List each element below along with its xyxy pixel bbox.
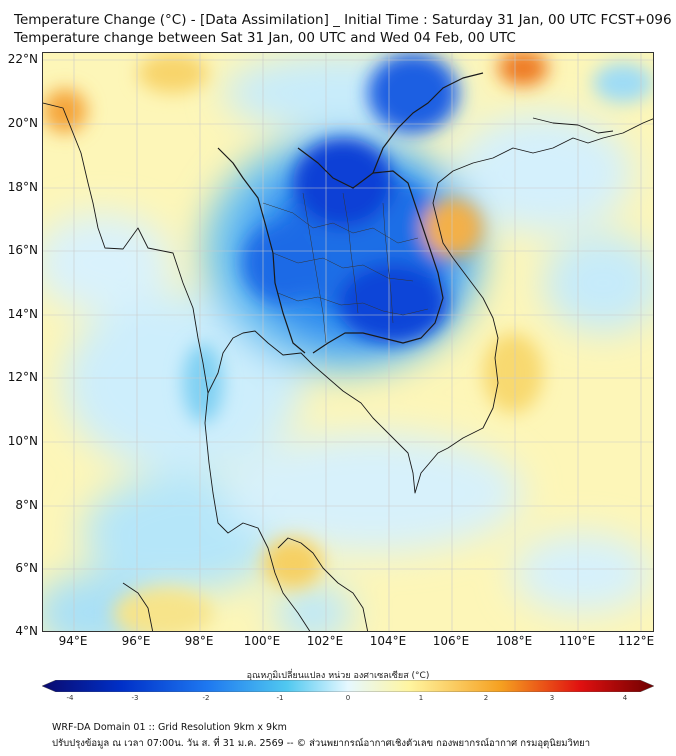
map-subtitle: Temperature change between Sat 31 Jan, 0… bbox=[14, 30, 516, 46]
lon-label-108e: 108°E bbox=[495, 634, 533, 648]
lat-label-20n: 20°N bbox=[7, 116, 38, 130]
colorbar-gradient bbox=[42, 680, 654, 692]
temperature-change-map bbox=[42, 52, 654, 632]
colorbar-tick-minus2: -2 bbox=[202, 694, 210, 702]
lat-label-4n: 4°N bbox=[15, 624, 38, 638]
lat-label-14n: 14°N bbox=[7, 307, 38, 321]
colorbar bbox=[42, 680, 654, 692]
lon-label-94e: 94°E bbox=[58, 634, 88, 648]
lat-label-6n: 6°N bbox=[15, 561, 38, 575]
lon-label-106e: 106°E bbox=[432, 634, 470, 648]
graticule bbox=[43, 53, 653, 631]
colorbar-tick-4: 4 bbox=[622, 694, 628, 702]
lat-label-16n: 16°N bbox=[7, 243, 38, 257]
lat-label-22n: 22°N bbox=[7, 52, 38, 66]
lat-label-18n: 18°N bbox=[7, 180, 38, 194]
province-lines bbox=[262, 192, 429, 344]
lon-label-98e: 98°E bbox=[184, 634, 214, 648]
model-info: WRF-DA Domain 01 :: Grid Resolution 9km … bbox=[52, 722, 287, 733]
lon-label-96e: 96°E bbox=[121, 634, 151, 648]
lon-label-110e: 110°E bbox=[558, 634, 596, 648]
lat-label-10n: 10°N bbox=[7, 434, 38, 448]
colorbar-tick-minus1: -1 bbox=[276, 694, 284, 702]
temperature-field-detail bbox=[43, 53, 653, 631]
lat-label-12n: 12°N bbox=[7, 370, 38, 384]
lat-label-8n: 8°N bbox=[15, 498, 38, 512]
update-credit: ปรับปรุงข้อมูล ณ เวลา 07:00น. วัน ส. ที่… bbox=[52, 738, 591, 749]
colorbar-title: อุณหภูมิเปลี่ยนแปลง หน่วย องศาเซลเซียส (… bbox=[246, 671, 430, 681]
colorbar-tick-2: 2 bbox=[483, 694, 489, 702]
colorbar-tick-minus3: -3 bbox=[131, 694, 139, 702]
lon-label-104e: 104°E bbox=[369, 634, 407, 648]
colorbar-tick-minus4: -4 bbox=[66, 694, 74, 702]
country-borders bbox=[217, 72, 484, 354]
colorbar-tick-0: 0 bbox=[345, 694, 351, 702]
colorbar-tick-3: 3 bbox=[549, 694, 555, 702]
map-title: Temperature Change (°C) - [Data Assimila… bbox=[14, 12, 672, 28]
lon-label-112e: 112°E bbox=[617, 634, 655, 648]
colorbar-tick-1: 1 bbox=[418, 694, 424, 702]
lon-label-102e: 102°E bbox=[306, 634, 344, 648]
lon-label-100e: 100°E bbox=[243, 634, 281, 648]
coastline bbox=[43, 102, 653, 631]
